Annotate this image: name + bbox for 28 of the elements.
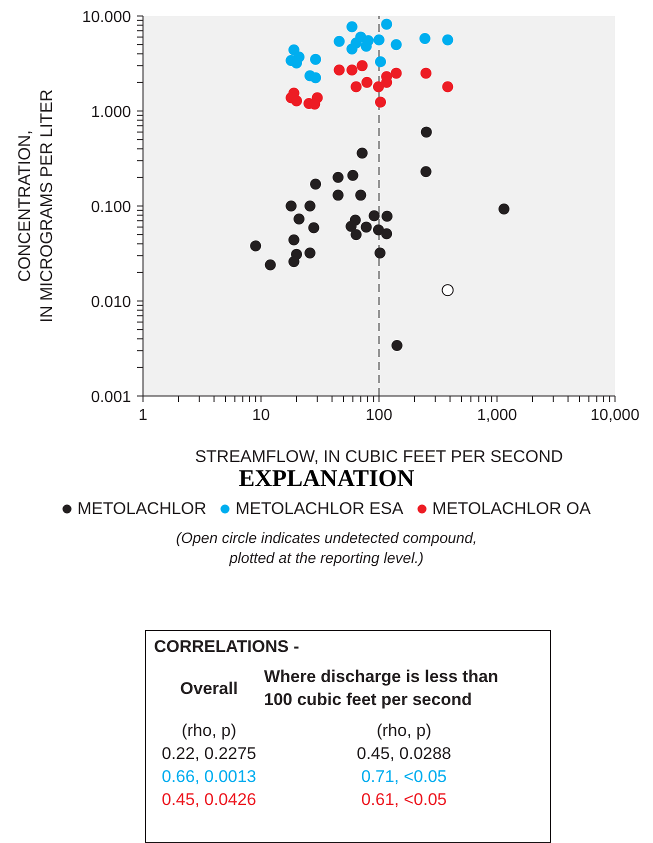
text: 0.45, 0.0288 (356, 743, 452, 765)
text: (rho, p) (180, 720, 238, 742)
text: 0.22, 0.2275 (160, 743, 258, 765)
x-tick-label: 10 (252, 407, 270, 424)
x-tick-label: 10,000 (590, 407, 640, 424)
text: Where discharge is less than 100 cubic feet per second (264, 666, 500, 711)
legend-label: METOLACHLOR OA (431, 499, 591, 519)
x-tick-label: 1 (138, 407, 148, 424)
text: 0.45, 0.0426 (160, 789, 258, 811)
y-tick-label: 1.000 (90, 104, 132, 121)
legend-title: EXPLANATION (238, 466, 416, 493)
x-axis-title: STREAMFLOW, IN CUBIC FEET PER SECOND (194, 447, 564, 466)
y-tick-label: 0.100 (90, 199, 132, 216)
legend-label: METOLACHLOR ESA (234, 499, 404, 519)
text: 0.61, <0.05 (360, 789, 448, 811)
text: (rho, p) (376, 720, 432, 742)
text: CORRELATIONS - (154, 637, 300, 657)
text: 0.71, <0.05 (360, 766, 448, 788)
x-tick-label: 100 (366, 407, 392, 424)
text: 0.66, 0.0013 (160, 766, 258, 788)
y-axis-title: CONCENTRATION, IN MICROGRAMS PER LITER (15, 89, 56, 323)
y-tick-label: 0.001 (90, 389, 132, 406)
x-tick-label: 1,000 (476, 407, 518, 424)
text: (Open circle indicates undetected compound, plotted at the reporting level.) (174, 529, 478, 569)
y-tick-label: 10.000 (82, 9, 132, 26)
y-tick-label: 0.010 (90, 294, 132, 311)
legend-label: METOLACHLOR (76, 499, 206, 519)
text: Overall (179, 678, 239, 700)
